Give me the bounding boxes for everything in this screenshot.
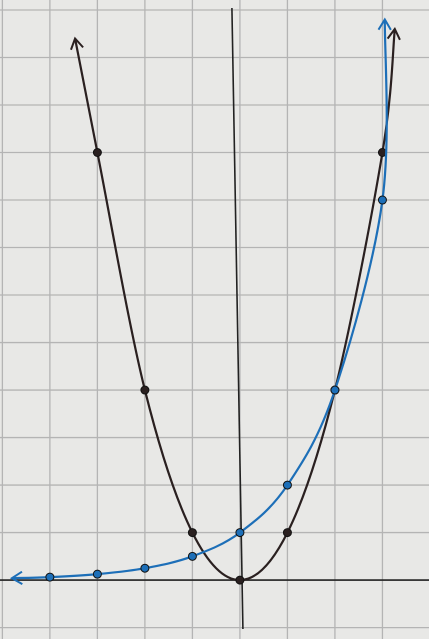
point xyxy=(283,481,291,489)
point xyxy=(46,573,54,581)
point xyxy=(236,576,244,584)
page: (() => { const data = JSON.parse(documen… xyxy=(0,0,429,639)
point xyxy=(283,529,291,537)
point xyxy=(236,529,244,537)
point xyxy=(93,149,101,157)
point xyxy=(93,570,101,578)
paper xyxy=(0,0,429,639)
chart xyxy=(0,0,429,639)
point xyxy=(141,564,149,572)
point xyxy=(141,386,149,394)
point xyxy=(188,529,196,537)
point xyxy=(331,386,339,394)
point xyxy=(188,552,196,560)
point xyxy=(378,196,386,204)
